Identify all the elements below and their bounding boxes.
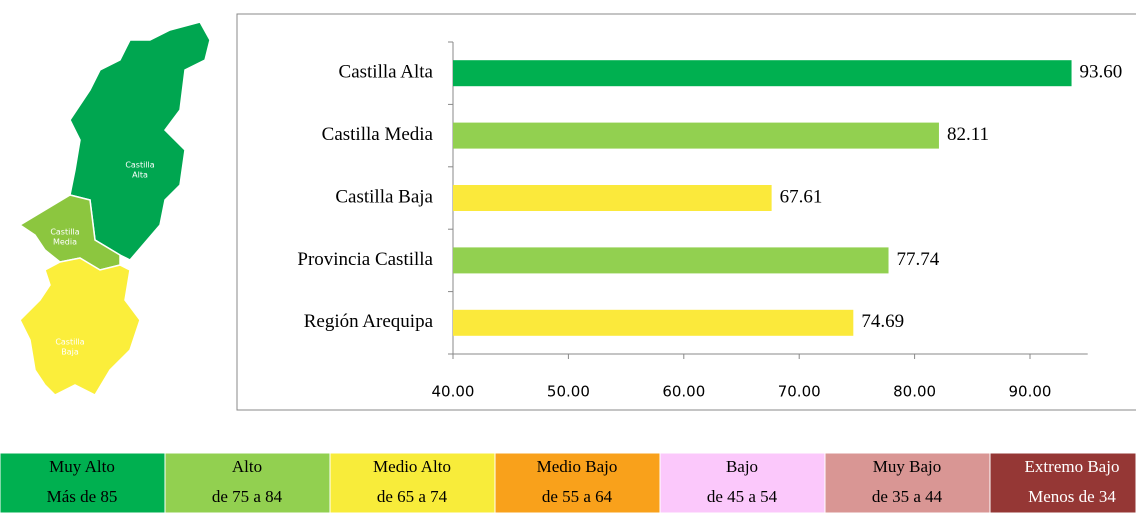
data-label: 77.74: [897, 249, 940, 270]
legend-range: de 75 a 84: [212, 487, 283, 506]
legend-cell: [989, 452, 1136, 513]
legend-range: de 35 a 44: [872, 487, 943, 506]
map-label: Alta: [132, 171, 148, 180]
map-label: Castilla: [50, 228, 79, 237]
x-tick-label: 50.00: [547, 383, 590, 401]
x-tick-label: 40.00: [432, 383, 475, 401]
bar: [453, 60, 1072, 87]
map-label: Castilla: [125, 161, 154, 170]
bar: [453, 309, 854, 336]
legend-range: Más de 85: [47, 487, 118, 506]
legend-name: Muy Alto: [49, 457, 115, 476]
y-tick-label: Región Arequipa: [304, 311, 434, 332]
legend-range: Menos de 34: [1028, 487, 1116, 506]
y-tick-label: Castilla Media: [322, 124, 434, 145]
map-label: Baja: [61, 348, 79, 357]
x-tick-label: 80.00: [893, 383, 936, 401]
bar: [453, 185, 772, 211]
legend-name: Muy Bajo: [873, 457, 941, 476]
data-label: 74.69: [861, 311, 904, 332]
data-label: 67.61: [780, 186, 823, 207]
legend-name: Extremo Bajo: [1025, 457, 1120, 476]
map: [18, 21, 211, 396]
legend-cell: [659, 452, 826, 513]
legend-name: Medio Bajo: [537, 457, 618, 476]
bar: [453, 122, 939, 149]
legend-name: Alto: [232, 457, 262, 476]
map-region: [19, 257, 141, 396]
legend-range: de 55 a 64: [542, 487, 613, 506]
legend-range: de 45 a 54: [707, 487, 778, 506]
x-tick-label: 60.00: [662, 383, 705, 401]
map-label: Media: [53, 238, 77, 247]
legend-cell: [494, 452, 661, 513]
map-label: Castilla: [55, 338, 84, 347]
legend-name: Medio Alto: [373, 457, 451, 476]
bar: [453, 247, 889, 274]
x-tick-label: 70.00: [778, 383, 821, 401]
data-label: 82.11: [947, 124, 989, 145]
y-tick-label: Castilla Alta: [339, 62, 434, 83]
legend-cell: [164, 452, 331, 513]
legend-cell: [824, 452, 991, 513]
y-tick-label: Castilla Baja: [335, 186, 433, 207]
legend-cell: [0, 452, 166, 513]
data-label: 93.60: [1080, 62, 1123, 83]
y-tick-label: Provincia Castilla: [297, 249, 433, 270]
legend-name: Bajo: [726, 457, 758, 476]
legend-range: de 65 a 74: [377, 487, 448, 506]
x-tick-label: 90.00: [1009, 383, 1052, 401]
